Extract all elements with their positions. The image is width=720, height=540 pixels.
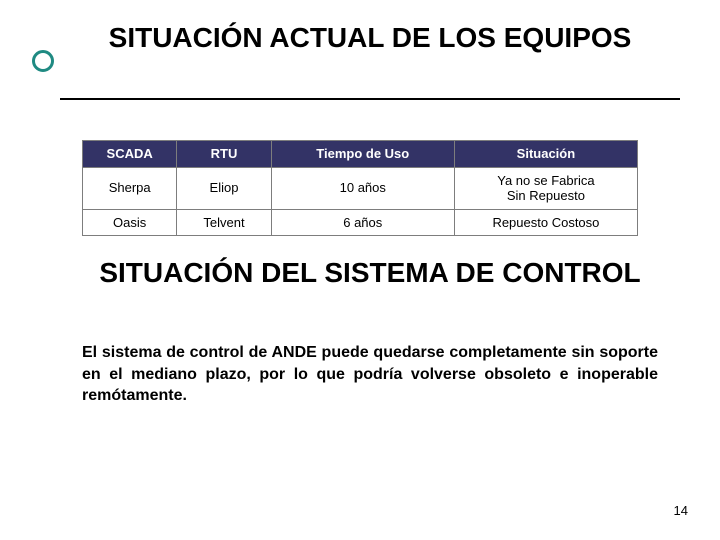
body-paragraph: El sistema de control de ANDE puede qued… (82, 342, 658, 407)
th-situacion: Situación (454, 141, 637, 168)
table-row: Oasis Telvent 6 años Repuesto Costoso (83, 209, 638, 236)
cell-tiempo: 10 años (271, 167, 454, 209)
cell-scada: Sherpa (83, 167, 177, 209)
slide: SITUACIÓN ACTUAL DE LOS EQUIPOS SCADA RT… (0, 0, 720, 540)
bullet-ring-icon (32, 50, 54, 72)
cell-rtu: Eliop (177, 167, 271, 209)
table-row: Sherpa Eliop 10 años Ya no se FabricaSin… (83, 167, 638, 209)
cell-scada: Oasis (83, 209, 177, 236)
th-rtu: RTU (177, 141, 271, 168)
equipment-table: SCADA RTU Tiempo de Uso Situación Sherpa… (82, 140, 638, 236)
table-header-row: SCADA RTU Tiempo de Uso Situación (83, 141, 638, 168)
cell-rtu: Telvent (177, 209, 271, 236)
cell-situacion: Ya no se FabricaSin Repuesto (454, 167, 637, 209)
title-underline (60, 98, 680, 100)
th-tiempo: Tiempo de Uso (271, 141, 454, 168)
th-scada: SCADA (83, 141, 177, 168)
cell-situacion: Repuesto Costoso (454, 209, 637, 236)
title-sistema: SITUACIÓN DEL SISTEMA DE CONTROL (60, 258, 680, 289)
cell-tiempo: 6 años (271, 209, 454, 236)
page-number: 14 (674, 503, 688, 518)
title-equipos: SITUACIÓN ACTUAL DE LOS EQUIPOS (60, 22, 680, 54)
equipment-table-wrap: SCADA RTU Tiempo de Uso Situación Sherpa… (82, 140, 638, 236)
